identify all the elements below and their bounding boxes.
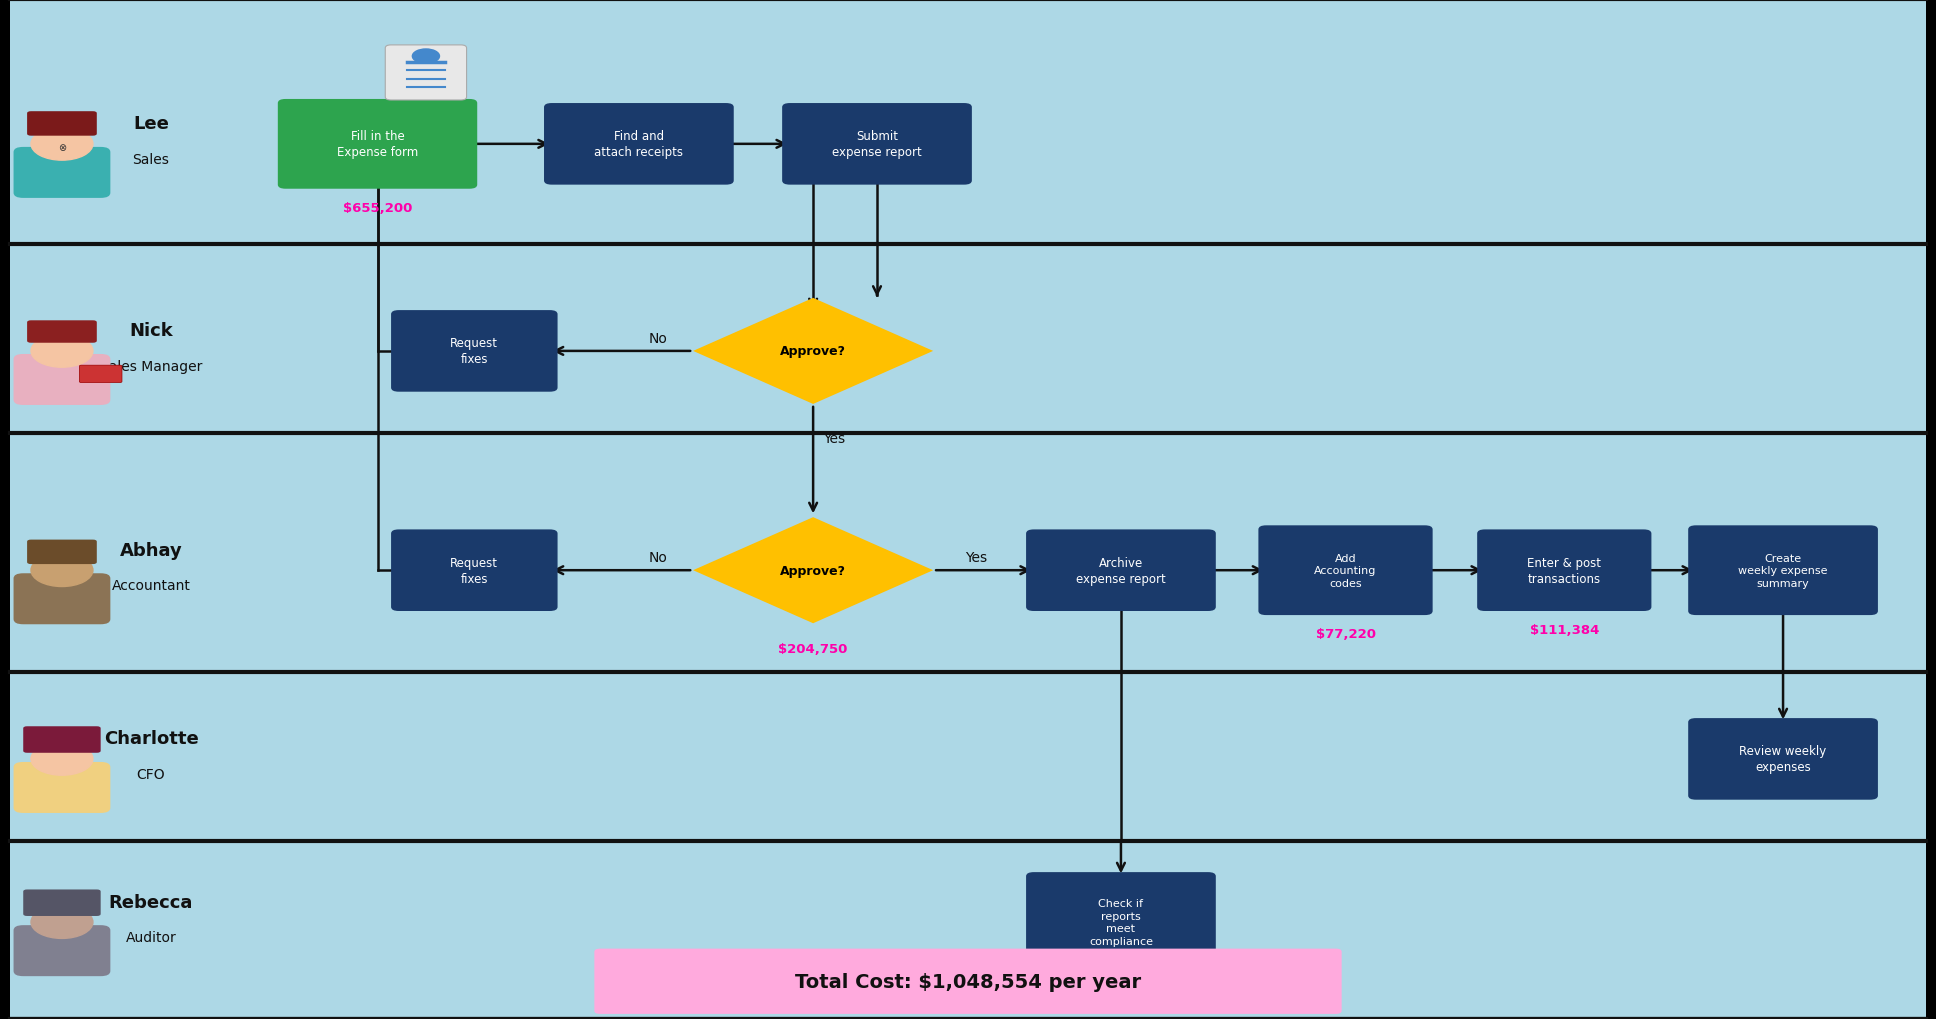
FancyBboxPatch shape	[10, 0, 1926, 245]
Text: Request
fixes: Request fixes	[451, 337, 498, 366]
FancyBboxPatch shape	[10, 673, 1926, 841]
Text: $204,750: $204,750	[778, 643, 848, 655]
Text: Accountant: Accountant	[112, 579, 190, 593]
Text: Archive
expense report: Archive expense report	[1076, 556, 1165, 585]
FancyBboxPatch shape	[23, 727, 101, 753]
Text: Check if
reports
meet
compliance: Check if reports meet compliance	[1088, 899, 1154, 946]
Text: Lee: Lee	[134, 115, 168, 133]
Text: Add
Accounting
codes: Add Accounting codes	[1315, 553, 1376, 588]
Text: CFO: CFO	[137, 767, 165, 782]
Text: Approve?: Approve?	[780, 345, 846, 358]
Text: Enter & post
transactions: Enter & post transactions	[1528, 556, 1601, 585]
FancyBboxPatch shape	[544, 104, 734, 185]
Text: Request
fixes: Request fixes	[451, 556, 498, 585]
Circle shape	[31, 743, 93, 775]
FancyBboxPatch shape	[385, 46, 467, 101]
FancyBboxPatch shape	[391, 530, 558, 611]
Text: Total Cost: $1,048,554 per year: Total Cost: $1,048,554 per year	[796, 972, 1140, 990]
Text: Sales: Sales	[132, 153, 170, 167]
Circle shape	[31, 335, 93, 368]
FancyBboxPatch shape	[14, 355, 110, 406]
FancyBboxPatch shape	[27, 112, 97, 137]
FancyBboxPatch shape	[594, 949, 1342, 1014]
FancyBboxPatch shape	[14, 148, 110, 199]
Text: Charlotte: Charlotte	[105, 730, 197, 748]
Polygon shape	[693, 299, 933, 405]
Text: $655,200: $655,200	[343, 202, 412, 214]
FancyBboxPatch shape	[279, 100, 478, 190]
FancyBboxPatch shape	[23, 890, 101, 916]
Text: Submit
expense report: Submit expense report	[832, 130, 922, 159]
FancyBboxPatch shape	[27, 321, 97, 343]
Text: Rebecca: Rebecca	[108, 893, 194, 911]
Polygon shape	[693, 518, 933, 624]
Text: ⊗: ⊗	[58, 143, 66, 153]
Text: Auditor: Auditor	[126, 930, 176, 945]
Circle shape	[31, 128, 93, 161]
Text: Sales Manager: Sales Manager	[101, 360, 201, 374]
Circle shape	[412, 50, 439, 64]
FancyBboxPatch shape	[1477, 530, 1651, 611]
FancyBboxPatch shape	[10, 245, 1926, 433]
Text: Yes: Yes	[964, 550, 987, 565]
Text: Review weekly
expenses: Review weekly expenses	[1739, 745, 1828, 773]
FancyBboxPatch shape	[1688, 526, 1878, 615]
FancyBboxPatch shape	[10, 841, 1926, 1019]
FancyBboxPatch shape	[79, 366, 122, 383]
FancyBboxPatch shape	[1258, 526, 1433, 615]
FancyBboxPatch shape	[1026, 872, 1216, 972]
Text: No: No	[649, 550, 668, 565]
Text: Yes: Yes	[823, 431, 846, 445]
FancyBboxPatch shape	[14, 762, 110, 813]
Text: Fill in the
Expense form: Fill in the Expense form	[337, 130, 418, 159]
Text: Nick: Nick	[130, 322, 172, 340]
FancyBboxPatch shape	[27, 540, 97, 565]
Text: No: No	[649, 331, 668, 345]
FancyBboxPatch shape	[1688, 718, 1878, 800]
Text: $77,220: $77,220	[1316, 628, 1375, 640]
Circle shape	[31, 554, 93, 587]
Text: Create
weekly expense
summary: Create weekly expense summary	[1739, 553, 1828, 588]
FancyBboxPatch shape	[14, 925, 110, 976]
Text: $111,384: $111,384	[1529, 624, 1599, 636]
FancyBboxPatch shape	[1026, 530, 1216, 611]
Text: Abhay: Abhay	[120, 541, 182, 559]
Circle shape	[31, 906, 93, 938]
FancyBboxPatch shape	[391, 311, 558, 392]
FancyBboxPatch shape	[10, 433, 1926, 673]
FancyBboxPatch shape	[782, 104, 972, 185]
Text: Approve?: Approve?	[780, 565, 846, 577]
Text: Find and
attach receipts: Find and attach receipts	[594, 130, 683, 159]
FancyBboxPatch shape	[14, 574, 110, 625]
